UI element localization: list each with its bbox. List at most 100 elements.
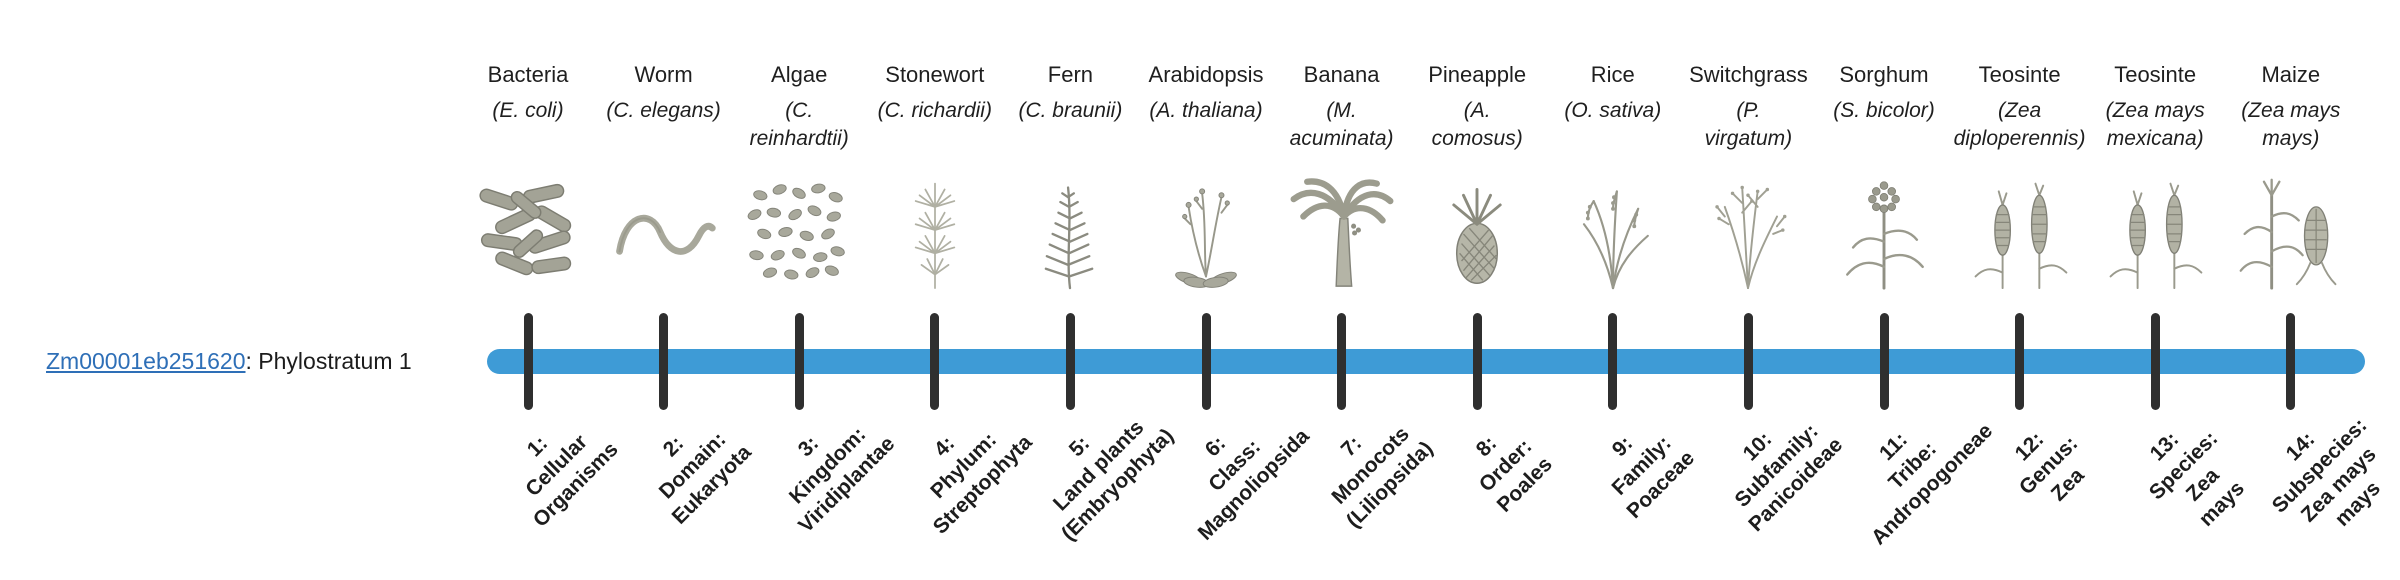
organism-label-block: Rice (O. sativa) (1528, 60, 1698, 125)
organism-common-name: Worm (634, 62, 693, 87)
stratum-label: 12: Genus: Zea (2010, 427, 2089, 506)
timeline-tick (659, 313, 669, 410)
rice-icon (1552, 174, 1674, 290)
organism-illustration (1005, 168, 1135, 290)
organism-scientific-name: (M. acuminata) (1289, 99, 1394, 150)
timeline-tick (1743, 313, 1753, 410)
organism-illustration (1412, 168, 1542, 290)
phylostratum-text: : Phylostratum 1 (245, 348, 412, 374)
maize-icon (2230, 174, 2352, 290)
arabidopsis-icon (1145, 174, 1267, 290)
organism-illustration (1819, 168, 1949, 290)
organism-illustration (463, 168, 593, 290)
organism-common-name: Teosinte (2114, 62, 2197, 87)
organism-label-block: Stonewort (C. richardii) (850, 60, 1020, 125)
gene-id-link[interactable]: Zm00001eb251620 (46, 348, 246, 374)
organism-scientific-name: (C. reinhardtii) (749, 99, 849, 150)
organism-label-block: Pineapple (A. comosus) (1392, 60, 1562, 153)
organism-label-block: Worm (C. elegans) (579, 60, 749, 125)
switchgrass-icon (1687, 174, 1809, 290)
organism-scientific-name: (Zea mays mexicana) (2105, 99, 2205, 150)
timeline-tick (794, 313, 804, 410)
organism-scientific-name: (C. richardii) (877, 99, 992, 122)
organism-illustration (1955, 168, 2085, 290)
organism-label-block: Banana (M. acuminata) (1257, 60, 1427, 153)
timeline-tick (2286, 313, 2296, 410)
timeline-tick (1065, 313, 1075, 410)
organism-common-name: Banana (1303, 62, 1380, 87)
timeline-tick (523, 313, 533, 410)
timeline-bar (487, 349, 2365, 374)
fern-icon (1009, 174, 1131, 290)
stratum-label: 4: Phylum: Streptophyta (926, 428, 1037, 539)
organism-illustration (2090, 168, 2220, 290)
organism-common-name: Arabidopsis (1148, 62, 1264, 87)
stratum-label: 5: Land plants (Embryophyta) (1049, 415, 1179, 546)
stratum-label: 6: Class: Magnoliopsida (1193, 424, 1314, 545)
organism-label-block: Switchgrass (P. virgatum) (1663, 60, 1833, 153)
organism-scientific-name: (Zea mays mays) (2241, 99, 2341, 150)
stratum-label: 9: Family: Poaceae (1607, 431, 1699, 524)
sorghum-icon (1823, 174, 1945, 290)
organism-scientific-name: (A. comosus) (1431, 99, 1523, 150)
organism-scientific-name: (A. thaliana) (1149, 99, 1263, 122)
pineapple-icon (1416, 174, 1538, 290)
stratum-label: 2: Domain: Eukaryota (654, 427, 756, 529)
organism-label-block: Sorghum (S. bicolor) (1799, 60, 1969, 125)
organism-common-name: Sorghum (1839, 62, 1929, 87)
organism-illustration (1277, 168, 1407, 290)
organism-common-name: Pineapple (1428, 62, 1527, 87)
organism-illustration (599, 168, 729, 290)
organism-illustration (2226, 168, 2356, 290)
stonewort-icon (874, 174, 996, 290)
organism-illustration (870, 168, 1000, 290)
timeline-tick (930, 313, 940, 410)
organism-common-name: Teosinte (1978, 62, 2061, 87)
teosinte-icon (1959, 174, 2081, 290)
organism-label-block: Fern (C. braunii) (985, 60, 1155, 125)
organism-scientific-name: (O. sativa) (1564, 99, 1662, 122)
organism-common-name: Switchgrass (1689, 62, 1808, 87)
organism-common-name: Stonewort (885, 62, 985, 87)
timeline-tick (1879, 313, 1889, 410)
stratum-label: 14: Subspecies: Zea mays mays (2267, 413, 2385, 531)
organism-common-name: Rice (1590, 62, 1635, 87)
organism-common-name: Maize (2261, 62, 2321, 87)
timeline-tick (1337, 313, 1347, 410)
bacteria-icon (467, 174, 589, 290)
organism-scientific-name: (E. coli) (492, 99, 564, 122)
organism-common-name: Fern (1047, 62, 1094, 87)
organism-scientific-name: (Zea diploperennis) (1953, 99, 2086, 150)
organism-scientific-name: (P. virgatum) (1704, 99, 1793, 150)
stratum-label: 7: Monocots (Liliopsida) (1327, 422, 1438, 533)
organism-label-block: Algae (C. reinhardtii) (714, 60, 884, 153)
organism-common-name: Bacteria (487, 62, 569, 87)
organism-label-block: Bacteria (E. coli) (443, 60, 613, 125)
worm-icon (603, 174, 725, 290)
stratum-label: 3: Kingdom: Viridiplantae (785, 422, 900, 538)
organism-illustration (1141, 168, 1271, 290)
organism-illustration (734, 168, 864, 290)
organism-common-name: Algae (771, 62, 828, 87)
timeline-tick (1472, 313, 1482, 410)
timeline-tick (2150, 313, 2160, 410)
gene-row-label: Zm00001eb251620: Phylostratum 1 (46, 346, 412, 376)
organism-scientific-name: (C. elegans) (606, 99, 721, 122)
timeline-tick (1608, 313, 1618, 410)
stratum-label: 10: Subfamily: Panicoideae (1730, 419, 1848, 537)
organism-illustration (1548, 168, 1678, 290)
stratum-label: 11: Tribe: Andropogoneae (1867, 419, 1998, 550)
organism-illustration (1683, 168, 1813, 290)
organism-scientific-name: (C. braunii) (1018, 99, 1123, 122)
teosinte-icon (2094, 174, 2216, 290)
timeline-tick (1201, 313, 1211, 410)
banana-icon (1281, 174, 1403, 290)
organism-label-block: Teosinte (Zea mays mexicana) (2070, 60, 2240, 153)
organism-label-block: Teosinte (Zea diploperennis) (1935, 60, 2105, 153)
algae-icon (738, 174, 860, 290)
organism-scientific-name: (S. bicolor) (1833, 99, 1935, 122)
stratum-label: 8: Order: Poales (1471, 431, 1557, 517)
timeline-tick (2015, 313, 2025, 410)
stratum-label: 1: Cellular Organisms (521, 430, 623, 532)
